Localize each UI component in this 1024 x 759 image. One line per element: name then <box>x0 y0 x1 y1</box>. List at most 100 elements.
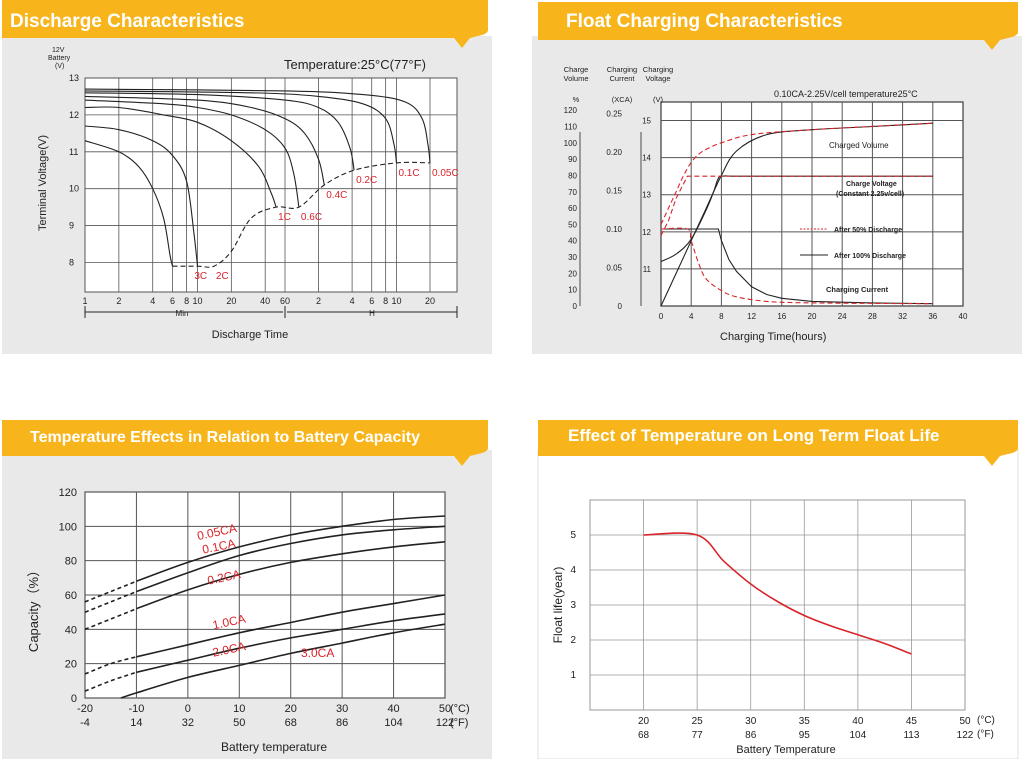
discharge-curve-0.6C <box>84 99 300 208</box>
capacity-xtick-c: -10 <box>128 703 144 715</box>
float-charging-grid: 0 4 8 12 16 20 24 28 32 36 40 11 12 13 14 15 0 0.05 0.10 0.… <box>563 65 968 321</box>
float-label-charging-current: Charging Current <box>826 285 889 294</box>
discharge-banner <box>2 0 488 48</box>
float-charging-panel: Float Charging Characteristics 0 4 8 12 16 20… <box>532 2 1022 354</box>
capacity-curve-1.0CA <box>136 594 446 658</box>
float-xlabel: Charging Time(hours) <box>720 331 826 343</box>
discharge-xtick-label: 60 <box>280 296 290 306</box>
capacity-ytick: 80 <box>65 556 77 568</box>
float-life-unit-c: (°C) <box>977 715 995 726</box>
discharge-xtick-label: 6 <box>369 296 374 306</box>
discharge-rate-label: 0.6C <box>301 212 322 223</box>
float-voltage-50-curve <box>660 175 933 236</box>
float-xtick-label: 12 <box>747 312 756 321</box>
discharge-rate-label: 0.1C <box>398 168 419 179</box>
float-volume-tick: 0 <box>573 302 578 311</box>
float-xtick-label: 20 <box>808 312 817 321</box>
discharge-xtick-label: 8 <box>184 296 189 306</box>
capacity-xtick-f: 14 <box>130 717 142 729</box>
float-volume-tick: 90 <box>568 155 577 164</box>
float-volume-tick: 120 <box>564 106 578 115</box>
float-current-tick: 0 <box>618 302 623 311</box>
float-life-xtick-f: 77 <box>692 730 704 741</box>
discharge-ytick-label: 9 <box>69 221 74 231</box>
float-axis-unit: (V) <box>653 95 664 104</box>
capacity-xtick-f: 32 <box>182 717 194 729</box>
float-axis-unit: (XCA) <box>612 95 633 104</box>
float-axis-header: Voltage <box>645 74 670 83</box>
discharge-rate-label: 3C <box>194 271 207 282</box>
discharge-ytick-label: 8 <box>69 257 74 267</box>
float-volume-50-curve <box>660 122 933 225</box>
float-life-xtick-f: 113 <box>903 730 919 741</box>
capacity-xtick-c: -20 <box>77 703 93 715</box>
capacity-rate-label: 2.0CA <box>211 639 247 660</box>
discharge-xtick-label: 8 <box>383 296 388 306</box>
float-volume-tick: 110 <box>564 122 577 131</box>
float-life-ytick: 3 <box>570 600 576 611</box>
float-voltage-tick: 15 <box>642 117 651 126</box>
discharge-curve-3C <box>84 140 174 267</box>
float-axis-unit: % <box>573 95 580 104</box>
discharge-ytick-label: 13 <box>69 73 79 83</box>
float-volume-tick: 10 <box>568 286 577 295</box>
discharge-rate-label: 0.2C <box>356 175 377 186</box>
float-life-xtick-c: 20 <box>638 716 650 727</box>
discharge-xtick-label: 10 <box>192 296 202 306</box>
discharge-curve-0.4C <box>84 95 325 186</box>
discharge-ylabel-top-1: 12V <box>52 47 65 54</box>
float-charging-labels: Charged Volume Charge Voltage (Constant 2.… <box>800 141 906 294</box>
float-life-xtick-f: 122 <box>957 730 974 741</box>
temperature-capacity-panel: Temperature Effects in Relation to Batte… <box>2 420 492 759</box>
temperature-capacity-title: Temperature Effects in Relation to Batte… <box>30 429 420 446</box>
float-life-xtick-c: 30 <box>745 716 757 727</box>
capacity-ytick: 20 <box>65 659 77 671</box>
float-xtick-label: 4 <box>689 312 694 321</box>
discharge-rate-label: 0.4C <box>326 190 347 201</box>
float-xtick-label: 40 <box>959 312 968 321</box>
capacity-ytick: 100 <box>59 521 77 533</box>
float-voltage-tick: 11 <box>643 265 652 274</box>
capacity-xlabel: Battery temperature <box>221 740 327 754</box>
float-life-ytick: 1 <box>570 670 576 681</box>
discharge-xtick-label: 40 <box>260 296 270 306</box>
discharge-ylabel-top-3: (V) <box>55 63 64 70</box>
float-charging-title: Float Charging Characteristics <box>566 11 843 32</box>
capacity-curve-dashed-0.05CA <box>84 580 137 603</box>
discharge-curves <box>84 88 431 268</box>
float-volume-tick: 40 <box>568 237 577 246</box>
float-life-ytick: 5 <box>570 530 576 541</box>
capacity-curves <box>84 515 446 699</box>
float-current-100-curve <box>661 228 933 305</box>
float-label-charge-voltage: Charge Voltage <box>846 181 897 188</box>
discharge-xtick-label: 20 <box>226 296 236 306</box>
capacity-curve-0.2CA <box>136 541 446 610</box>
discharge-ylabel-top-2: Battery <box>48 55 71 62</box>
float-life-xtick-c: 45 <box>906 716 918 727</box>
discharge-h-unit: H <box>369 309 375 318</box>
float-axis-header: Current <box>609 74 635 83</box>
float-current-tick: 0.15 <box>606 187 622 196</box>
discharge-rate-label: 1C <box>278 212 291 223</box>
float-life-xtick-c: 35 <box>799 716 811 727</box>
discharge-ytick-label: 10 <box>69 184 79 194</box>
capacity-xtick-f: 104 <box>384 717 402 729</box>
float-life-unit-f: (°F) <box>977 729 994 740</box>
float-life-panel: Effect of Temperature on Long Term Float… <box>537 420 1019 759</box>
float-label-after-100: After 100% Discharge <box>834 253 906 260</box>
float-charging-curves <box>660 122 933 307</box>
float-voltage-tick: 12 <box>642 228 651 237</box>
capacity-unit-f: (°F) <box>450 717 468 729</box>
float-volume-tick: 70 <box>568 188 577 197</box>
float-life-ytick: 4 <box>570 565 576 576</box>
capacity-curve-3.0CA <box>120 623 446 699</box>
discharge-xtick-label: 2 <box>116 296 121 306</box>
float-life-xtick-c: 25 <box>692 716 704 727</box>
discharge-xtick-label: 2 <box>316 296 321 306</box>
capacity-curve-0.05CA <box>136 515 446 583</box>
float-volume-tick: 30 <box>568 253 577 262</box>
discharge-curve-0.1C <box>84 90 398 163</box>
float-life-curves <box>643 532 912 655</box>
